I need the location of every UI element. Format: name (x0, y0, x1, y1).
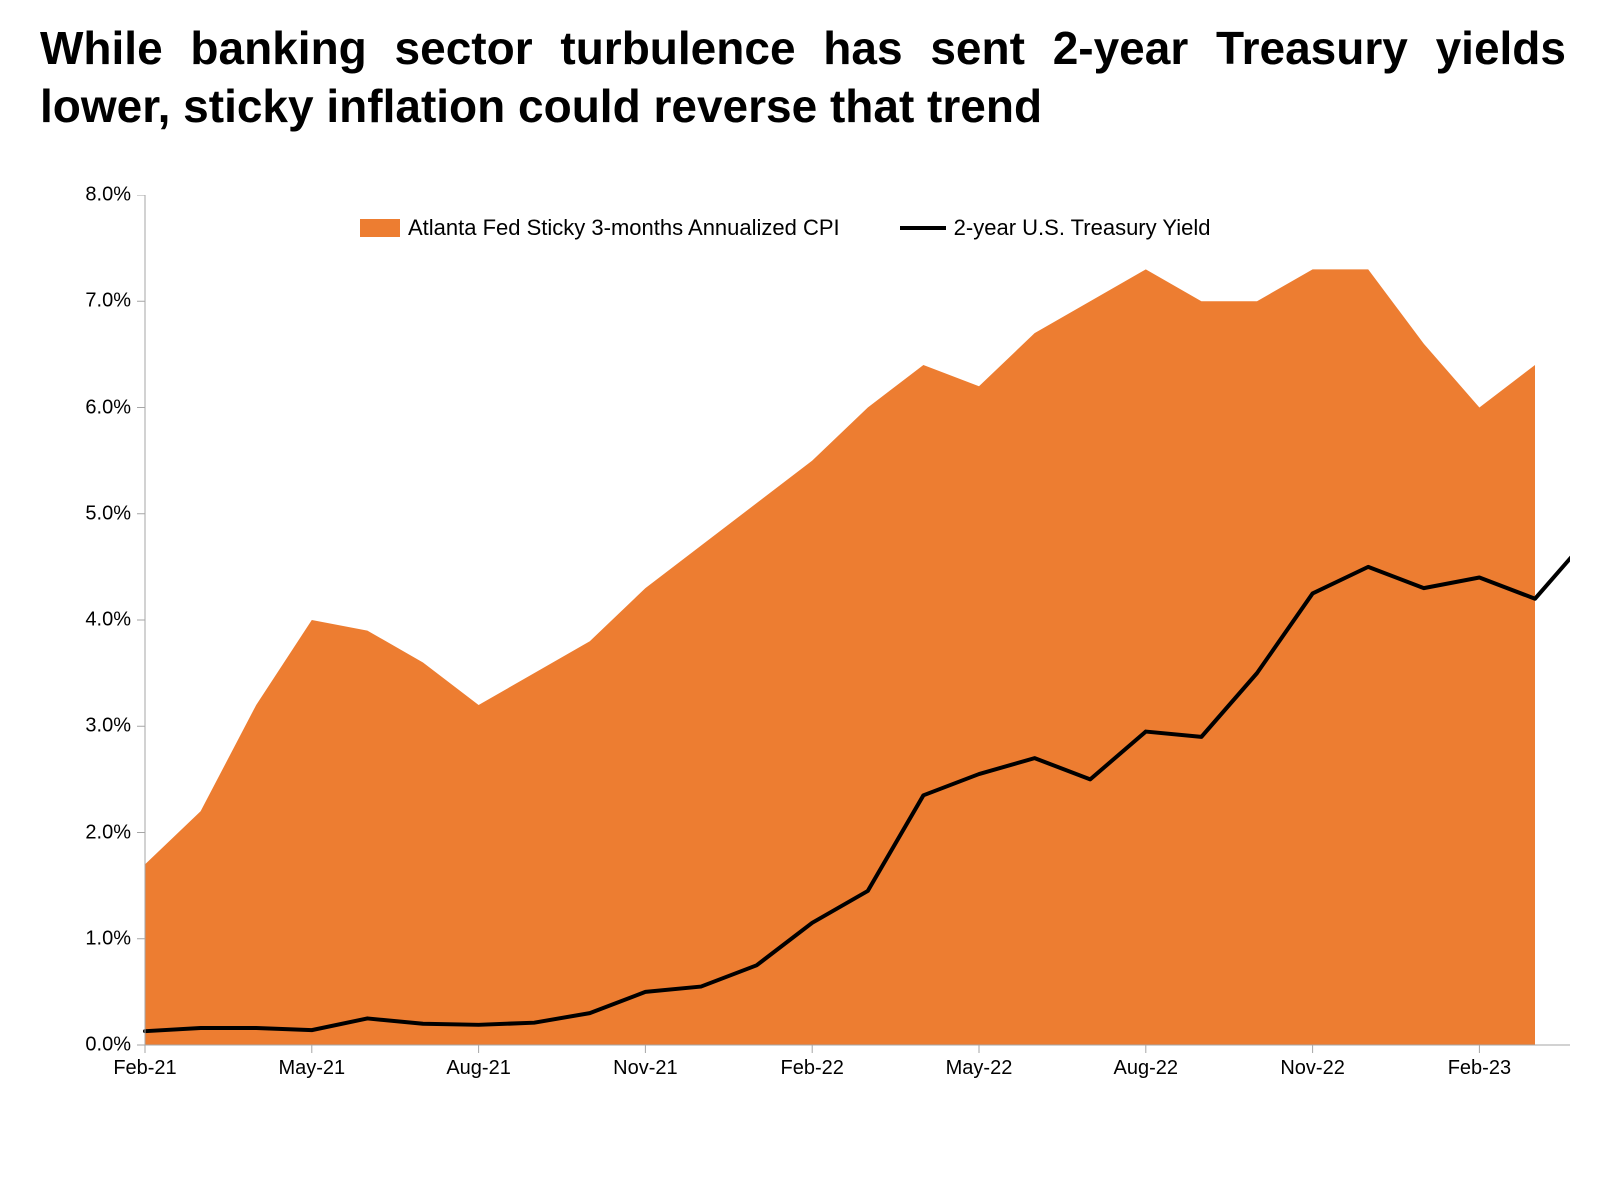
y-tick-label: 0.0% (40, 1034, 131, 1057)
x-tick-label: Nov-22 (1280, 1057, 1344, 1080)
y-tick-label: 8.0% (40, 184, 131, 207)
chart-container: Atlanta Fed Sticky 3-months Annualized C… (40, 195, 1570, 1095)
x-tick-label: Nov-21 (613, 1057, 677, 1080)
legend-label: Atlanta Fed Sticky 3-months Annualized C… (408, 215, 840, 241)
y-tick-label: 4.0% (40, 609, 131, 632)
y-tick-label: 6.0% (40, 396, 131, 419)
y-tick-label: 1.0% (40, 927, 131, 950)
y-tick-label: 7.0% (40, 290, 131, 313)
y-tick-label: 2.0% (40, 821, 131, 844)
x-tick-label: May-21 (278, 1057, 345, 1080)
area-series-cpi (145, 269, 1535, 1045)
chart-title: While banking sector turbulence has sent… (40, 20, 1566, 135)
x-tick-label: Feb-22 (781, 1057, 844, 1080)
legend-swatch-area-icon (360, 219, 400, 237)
legend-label: 2-year U.S. Treasury Yield (954, 215, 1211, 241)
legend-item-treasury: 2-year U.S. Treasury Yield (900, 215, 1211, 241)
x-tick-label: Feb-21 (113, 1057, 176, 1080)
chart-legend: Atlanta Fed Sticky 3-months Annualized C… (360, 215, 1210, 241)
x-tick-label: Aug-21 (446, 1057, 511, 1080)
chart-svg (40, 195, 1570, 1095)
legend-swatch-line-icon (900, 226, 946, 230)
x-tick-label: Feb-23 (1448, 1057, 1511, 1080)
legend-item-cpi: Atlanta Fed Sticky 3-months Annualized C… (360, 215, 840, 241)
x-tick-label: Aug-22 (1114, 1057, 1179, 1080)
y-tick-label: 3.0% (40, 715, 131, 738)
y-tick-label: 5.0% (40, 502, 131, 525)
x-tick-label: May-22 (946, 1057, 1013, 1080)
